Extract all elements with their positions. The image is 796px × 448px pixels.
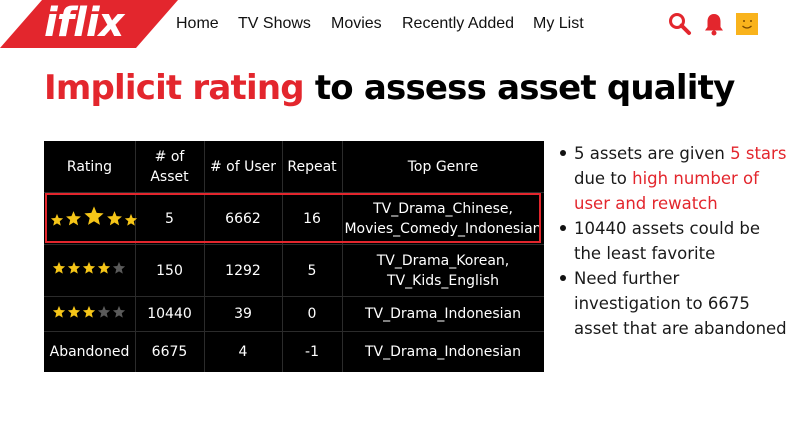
table-cell-genre: TV_Drama_Indonesian (364, 344, 522, 360)
header-repeat: Repeat (287, 158, 337, 175)
star-filled-icon (84, 206, 104, 225)
table-cell-users: 39 (234, 306, 252, 322)
table-cell-assets: 5 (165, 210, 174, 227)
nav-item-recently-added[interactable]: Recently Added (402, 15, 515, 32)
star-filled-icon (52, 261, 66, 274)
avatar-icon[interactable] (736, 13, 758, 35)
star-filled-icon (107, 211, 122, 226)
table-cell-genre: TV_Drama_Chinese, Movies_Comedy_Indonesi… (342, 193, 544, 244)
table-cell-users: 1292 (225, 262, 261, 279)
bullet-text: 5 assets are given (574, 144, 731, 163)
star-empty-icon (112, 261, 126, 274)
table-divider (44, 192, 544, 193)
star-filled-icon (97, 261, 111, 274)
logo-text: iflix (44, 0, 124, 46)
rating-stars-3 (52, 305, 127, 319)
table-divider (135, 141, 136, 372)
table-cell-genre: TV_Drama_Korean, TV_Kids_English (342, 245, 544, 296)
table-divider (44, 296, 544, 297)
search-icon[interactable] (668, 12, 692, 41)
insight-bullets: 5 assets are given 5 stars due to high n… (558, 141, 790, 341)
page-title: Implicit rating to assess asset quality (44, 66, 735, 110)
bullet-highlight: high number of user and rewatch (574, 169, 759, 213)
table-divider (204, 141, 205, 372)
rating-table: Rating # of Asset # of User Repeat Top G… (44, 141, 544, 372)
table-cell-repeat: -1 (305, 344, 319, 360)
nav-item-home[interactable]: Home (176, 15, 219, 32)
bullet-highlight: 5 stars (730, 144, 787, 163)
table-cell-assets: 150 (156, 262, 183, 279)
nav-item-my-list[interactable]: My List (533, 15, 584, 32)
rating-stars-4 (52, 261, 127, 275)
star-filled-icon (67, 261, 81, 274)
star-empty-icon (112, 305, 126, 318)
bullet-text: due to (574, 169, 633, 188)
table-cell-genre: TV_Drama_Indonesian (364, 306, 522, 322)
table-cell-assets: 10440 (147, 306, 192, 322)
table-divider (282, 141, 283, 372)
table-cell-users: 6662 (225, 210, 261, 227)
star-empty-icon (97, 305, 111, 318)
star-filled-icon (52, 305, 66, 318)
genre-line: TV_Drama_Chinese, (373, 200, 513, 217)
table-divider (44, 331, 544, 332)
star-filled-icon (66, 211, 81, 226)
header-user-count: # of User (209, 158, 277, 175)
table-divider (342, 141, 343, 372)
star-filled-icon (50, 213, 64, 226)
title-rest: to assess asset quality (314, 68, 735, 108)
star-filled-icon (67, 305, 81, 318)
header-asset-count: # of Asset (150, 148, 189, 185)
title-highlight: Implicit rating (44, 68, 305, 108)
logo[interactable]: iflix (0, 0, 178, 48)
table-cell-users: 4 (238, 344, 248, 360)
table-cell-rating-label: Abandoned (49, 344, 130, 360)
genre-line: TV_Drama_Korean, (376, 252, 510, 269)
bullet-item: 5 assets are given 5 stars due to high n… (558, 141, 790, 216)
star-filled-icon (82, 305, 96, 318)
bullet-text: Need further investigation to 6675 asset… (574, 269, 787, 338)
bell-icon[interactable] (703, 12, 725, 41)
bullet-text: 10440 assets could be the least favorite (574, 219, 761, 263)
bullet-item: Need further investigation to 6675 asset… (558, 266, 790, 341)
nav-item-movies[interactable]: Movies (331, 15, 382, 32)
table-divider (44, 244, 544, 245)
star-filled-icon (124, 213, 138, 226)
genre-line: Movies_Comedy_Indonesian (344, 220, 542, 237)
header-top-genre: Top Genre (407, 158, 479, 175)
table-cell-assets: 6675 (151, 344, 188, 360)
highlight-box (45, 193, 541, 243)
table-cell-repeat: 5 (307, 262, 317, 279)
header-rating: Rating (66, 158, 113, 175)
star-filled-icon (82, 261, 96, 274)
table-cell-repeat: 0 (307, 306, 317, 322)
rating-stars-5 (50, 205, 139, 227)
nav-item-tv-shows[interactable]: TV Shows (238, 15, 311, 32)
bullet-item: 10440 assets could be the least favorite (558, 216, 790, 266)
genre-line: TV_Kids_English (387, 272, 499, 289)
table-cell-repeat: 16 (303, 210, 321, 227)
